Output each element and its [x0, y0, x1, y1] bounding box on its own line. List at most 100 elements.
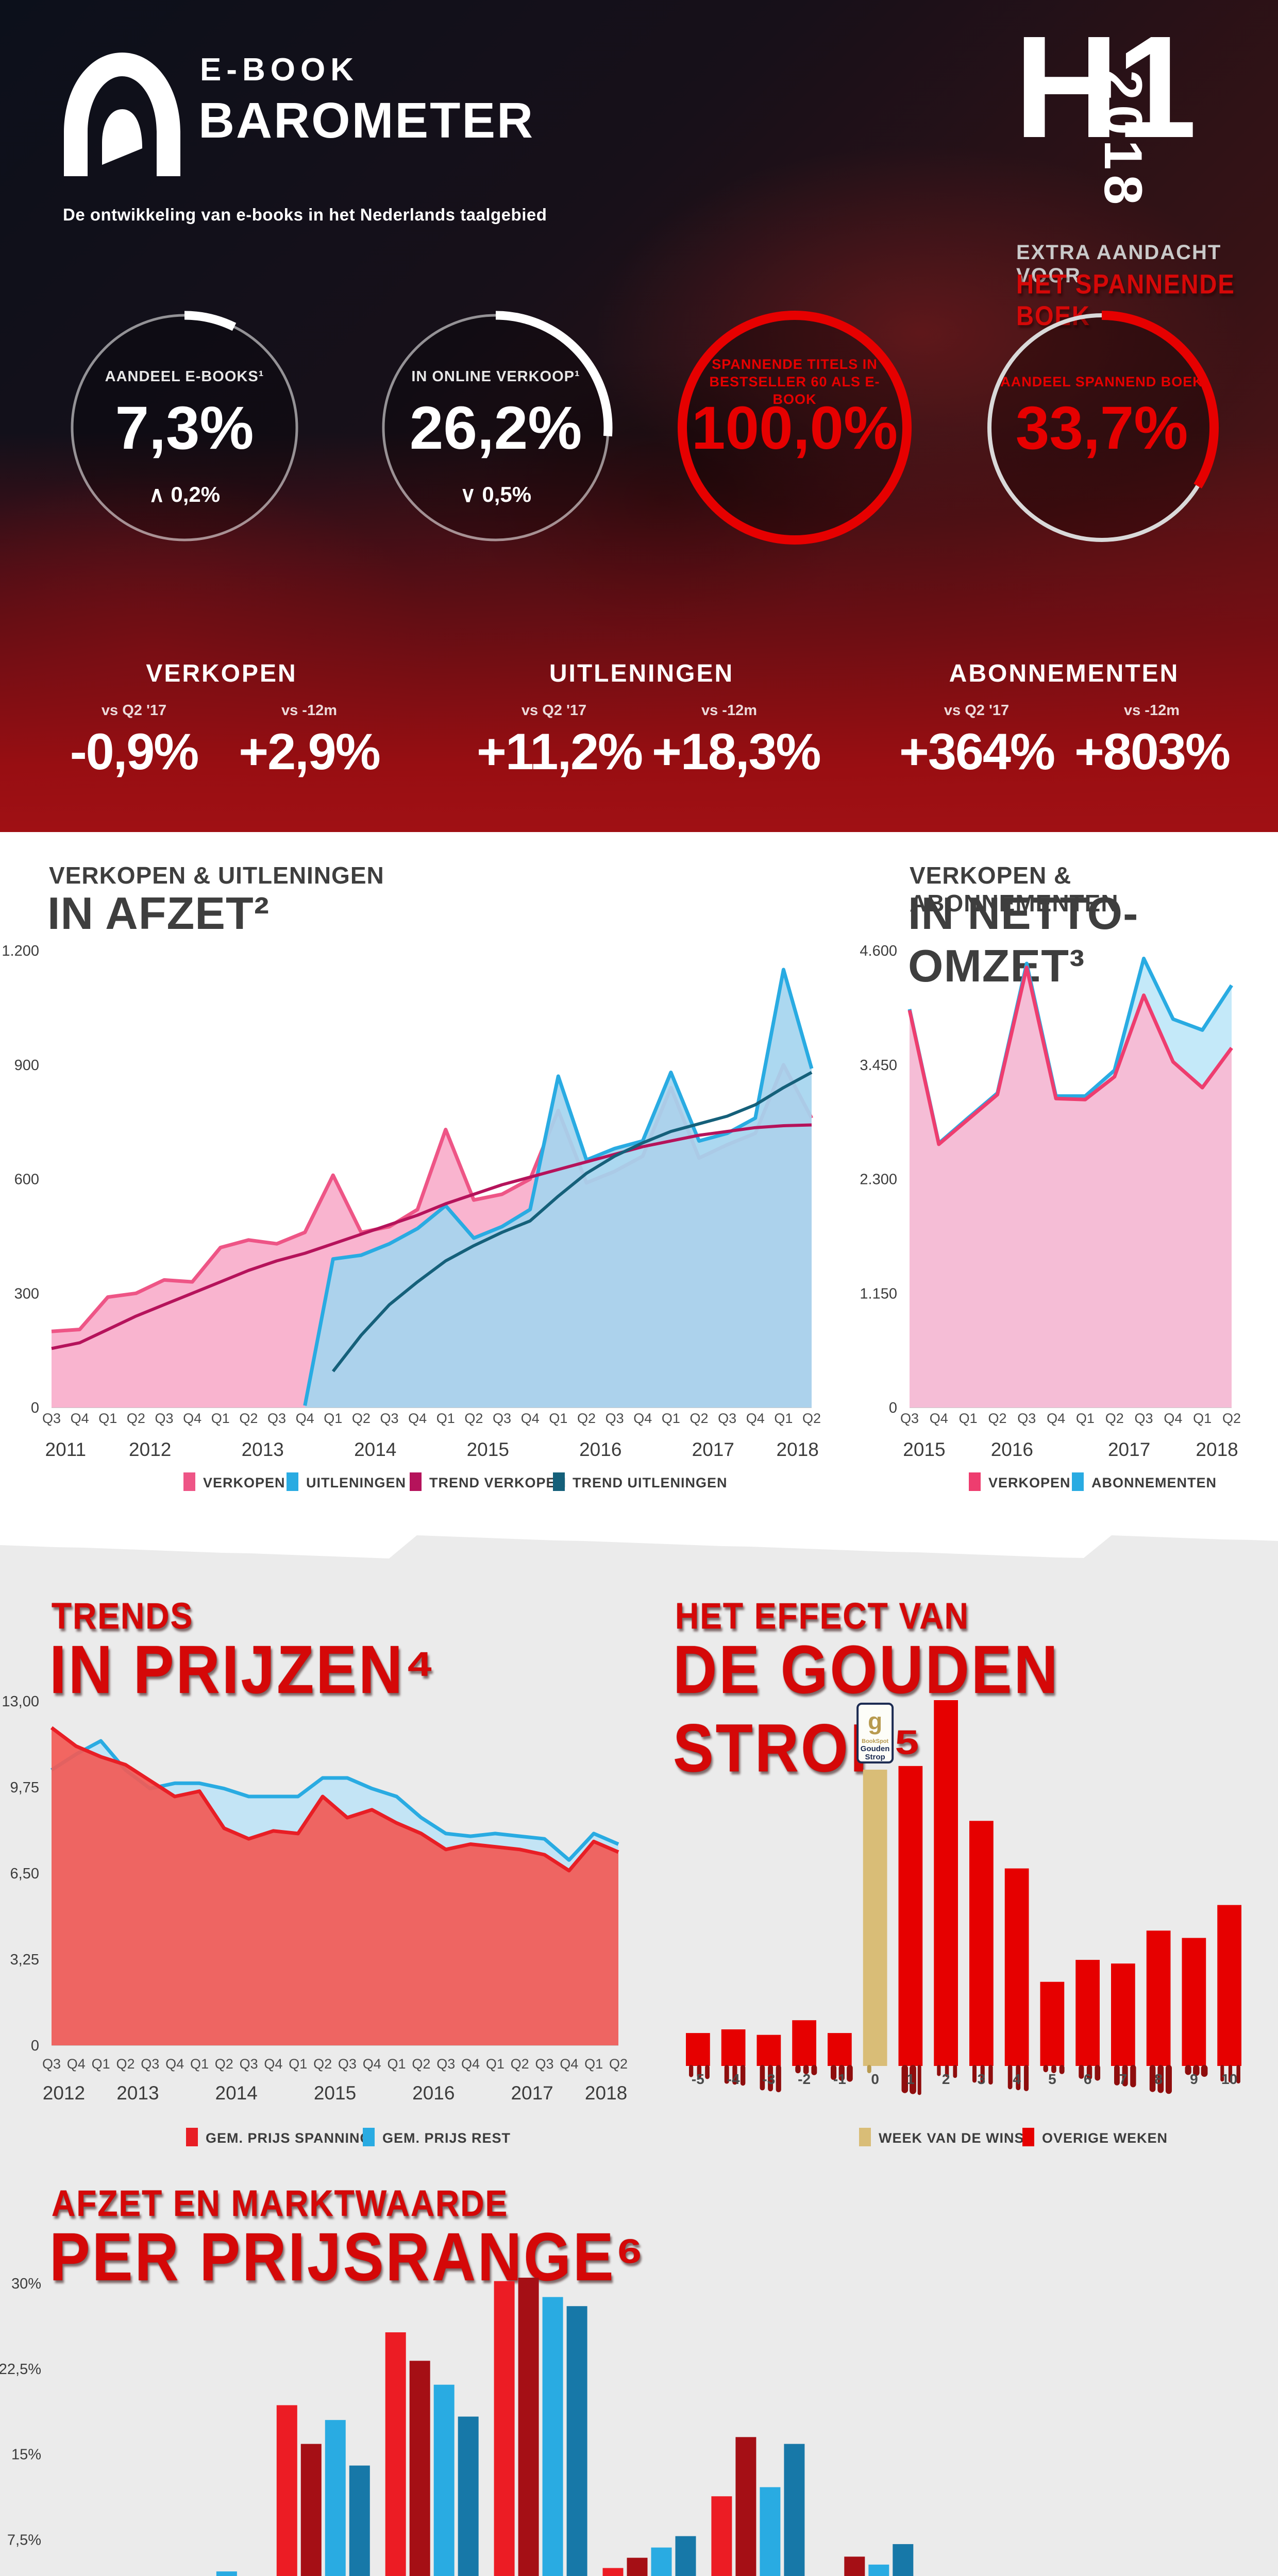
torn-paper-sheet [0, 1535, 1278, 2576]
svg-text:10: 10 [1221, 2071, 1237, 2087]
gauge-aandeel-spannend: AANDEEL SPANNEND BOEK 33,7% [981, 307, 1223, 549]
gauge-label: BESTSELLER 60 ALS E-BOOK [709, 374, 880, 407]
svg-text:Q3: Q3 [900, 1411, 919, 1426]
subtitle: De ontwikkeling van e-books in het Neder… [63, 205, 547, 224]
svg-text:Q2: Q2 [127, 1411, 145, 1426]
svg-text:-1: -1 [833, 2071, 846, 2087]
svg-text:2014: 2014 [354, 1439, 396, 1460]
svg-text:TREND UITLENINGEN: TREND UITLENINGEN [573, 1475, 728, 1490]
svg-text:3: 3 [978, 2071, 986, 2087]
svg-text:Q4: Q4 [67, 2056, 86, 2072]
gauge-delta: ∧ 0,2% [148, 482, 221, 506]
prijsrange-title: AFZET EN MARKTWAARDE [52, 2182, 509, 2224]
svg-text:2011: 2011 [45, 1439, 87, 1460]
kpi-title: UITLENINGEN [549, 660, 734, 687]
svg-text:Q4: Q4 [296, 1411, 314, 1426]
svg-text:2015: 2015 [903, 1439, 945, 1460]
svg-text:Q2: Q2 [215, 2056, 233, 2072]
kpi-value: +803% [1074, 723, 1231, 780]
svg-text:2017: 2017 [692, 1439, 734, 1460]
svg-text:Q3: Q3 [1135, 1411, 1153, 1426]
svg-text:2017: 2017 [1108, 1439, 1150, 1460]
svg-text:Q1: Q1 [289, 2056, 307, 2072]
svg-text:Q1: Q1 [584, 2056, 603, 2072]
edition-year: 2018 [1093, 70, 1153, 210]
ebook-barometer-logo [64, 53, 180, 176]
svg-text:2018: 2018 [585, 2082, 627, 2104]
svg-text:Q3: Q3 [718, 1411, 736, 1426]
svg-text:7,5%: 7,5% [7, 2532, 41, 2548]
svg-text:2013: 2013 [116, 2082, 159, 2104]
svg-text:Q1: Q1 [662, 1411, 680, 1426]
svg-text:Q1: Q1 [774, 1411, 793, 1426]
svg-text:2018: 2018 [1196, 1439, 1238, 1460]
kpi-value: +364% [899, 723, 1055, 780]
kpi-sublabel: vs Q2 '17 [944, 702, 1010, 719]
svg-text:Q4: Q4 [521, 1411, 540, 1426]
svg-text:UITLENINGEN: UITLENINGEN [306, 1475, 406, 1490]
gauge-value: 100,0% [691, 394, 898, 462]
svg-text:900: 900 [14, 1057, 39, 1074]
svg-text:Q4: Q4 [1164, 1411, 1182, 1426]
svg-text:Q3: Q3 [42, 2056, 61, 2072]
gauge-label: SPANNENDE TITELS IN [712, 357, 878, 372]
brand-line1: E-BOOK [200, 52, 359, 88]
svg-text:0: 0 [31, 1400, 39, 1416]
svg-text:3.450: 3.450 [860, 1057, 897, 1074]
svg-text:300: 300 [14, 1285, 39, 1302]
svg-text:2018: 2018 [777, 1439, 819, 1460]
gauge-label: AANDEEL SPANNEND BOEK [1000, 374, 1203, 389]
svg-text:Q2: Q2 [352, 1411, 371, 1426]
svg-text:ABONNEMENTEN: ABONNEMENTEN [1091, 1475, 1217, 1490]
svg-text:600: 600 [14, 1172, 39, 1188]
svg-text:7: 7 [1119, 2071, 1128, 2087]
svg-text:1.200: 1.200 [2, 943, 39, 959]
svg-text:Q2: Q2 [609, 2056, 628, 2072]
afzet-omzet-charts: 0 300 600 900 1.200 Q3 Q4 Q1 Q2 Q3 Q4 Q1 Q2 Q3 Q4 Q1 Q2 Q… [2, 943, 1241, 1491]
svg-text:Q1: Q1 [1076, 1411, 1095, 1426]
svg-text:Q1: Q1 [324, 1411, 342, 1426]
svg-text:Q3: Q3 [141, 2056, 159, 2072]
svg-text:13,00: 13,00 [2, 1693, 39, 1710]
svg-text:Q3: Q3 [155, 1411, 174, 1426]
svg-text:6,50: 6,50 [10, 1866, 39, 1882]
svg-text:Q2: Q2 [116, 2056, 134, 2072]
svg-text:2014: 2014 [215, 2082, 258, 2104]
svg-text:WEEK VAN DE WINST: WEEK VAN DE WINST [879, 2130, 1033, 2146]
svg-text:Q1: Q1 [1193, 1411, 1212, 1426]
svg-text:Q2: Q2 [1105, 1411, 1124, 1426]
svg-text:Q4: Q4 [71, 1411, 89, 1426]
svg-text:1: 1 [906, 2071, 915, 2087]
svg-text:Q2: Q2 [464, 1411, 483, 1426]
prijsrange-subtitle: PER PRIJSRANGE⁶ [49, 2219, 646, 2296]
svg-text:2016: 2016 [991, 1439, 1033, 1460]
svg-text:2013: 2013 [242, 1439, 284, 1460]
svg-text:Q4: Q4 [461, 2056, 480, 2072]
svg-text:GEM. PRIJS REST: GEM. PRIJS REST [382, 2130, 511, 2146]
svg-text:Q3: Q3 [1017, 1411, 1036, 1426]
svg-text:VERKOPEN: VERKOPEN [988, 1475, 1071, 1490]
svg-text:0: 0 [871, 2071, 879, 2087]
svg-text:Q1: Q1 [190, 2056, 209, 2072]
svg-text:-3: -3 [762, 2071, 775, 2087]
svg-text:0: 0 [31, 2038, 39, 2054]
svg-text:-2: -2 [798, 2071, 811, 2087]
svg-text:Q2: Q2 [412, 2056, 430, 2072]
svg-text:2015: 2015 [467, 1439, 509, 1460]
svg-text:9,75: 9,75 [10, 1780, 39, 1796]
svg-text:Q3: Q3 [240, 2056, 258, 2072]
svg-text:Q1: Q1 [92, 2056, 110, 2072]
svg-text:Q3: Q3 [535, 2056, 554, 2072]
svg-text:3,25: 3,25 [10, 1952, 39, 1968]
edition-period: H1 [1014, 6, 1197, 168]
gauge-value: 7,3% [115, 394, 254, 462]
svg-text:Q1: Q1 [436, 1411, 455, 1426]
svg-text:Q3: Q3 [42, 1411, 61, 1426]
afzet-chart-subtitle: IN AFZET² [47, 888, 270, 939]
svg-text:-5: -5 [692, 2071, 704, 2087]
kpi-value: +11,2% [477, 723, 643, 780]
afzet-chart-title: VERKOPEN & UITLENINGEN [49, 862, 384, 889]
svg-text:2: 2 [942, 2071, 950, 2087]
svg-text:5: 5 [1048, 2071, 1056, 2087]
